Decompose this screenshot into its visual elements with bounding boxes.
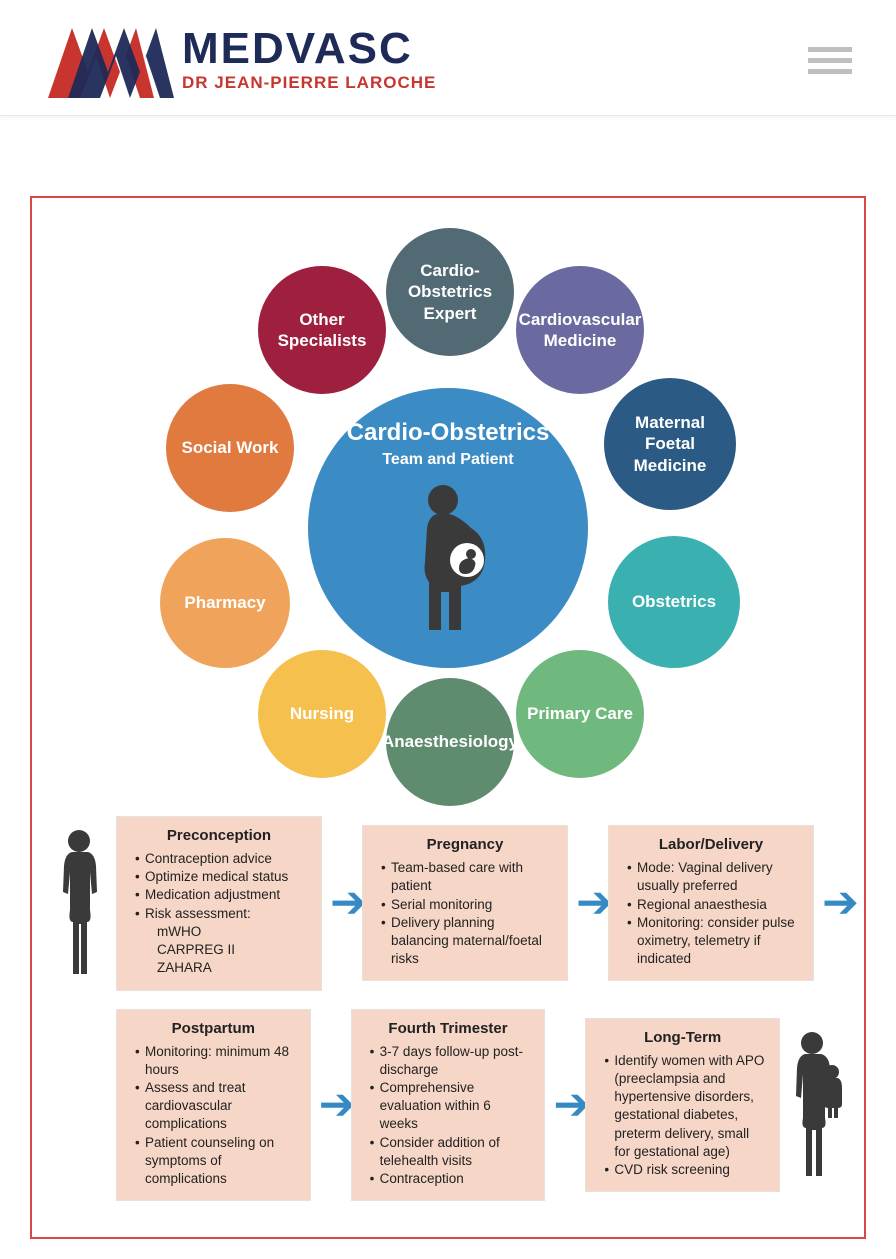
- brand-name: MEDVASC: [182, 27, 436, 71]
- team-circle-cluster: Cardio-Obstetrics Team and Patient: [68, 218, 828, 798]
- arrow-right-icon: ➔: [319, 1083, 343, 1127]
- stage-list: 3-7 days follow-up post-discharge Compre…: [366, 1043, 531, 1189]
- brand-subtitle: DR JEAN-PIERRE LAROCHE: [182, 73, 436, 93]
- stage-list: Monitoring: minimum 48 hours Assess and …: [131, 1043, 296, 1189]
- care-timeline: Preconception Contraception advice Optim…: [50, 816, 846, 1201]
- stage-list: Mode: Vaginal delivery usually preferred…: [623, 859, 799, 968]
- stage-title: Postpartum: [131, 1020, 296, 1037]
- hamburger-line-icon: [808, 69, 852, 74]
- diagram-frame: Cardio-Obstetrics Team and Patient: [30, 196, 866, 1239]
- page-header: MEDVASC DR JEAN-PIERRE LAROCHE: [0, 0, 896, 116]
- arrow-right-icon: ➔: [330, 881, 354, 925]
- logo[interactable]: MEDVASC DR JEAN-PIERRE LAROCHE: [48, 20, 436, 100]
- pregnant-woman-icon: [347, 482, 550, 638]
- arrow-right-icon: ➔: [553, 1083, 577, 1127]
- stage-list: Team-based care with patient Serial moni…: [377, 859, 553, 968]
- timeline-row: Preconception Contraception advice Optim…: [50, 816, 846, 991]
- stage-title: Long-Term: [600, 1029, 765, 1046]
- stage-title: Labor/Delivery: [623, 836, 799, 853]
- stage-box-postpartum: Postpartum Monitoring: minimum 48 hours …: [116, 1009, 311, 1202]
- stage-box-pregnancy: Pregnancy Team-based care with patient S…: [362, 825, 568, 981]
- specialist-circle: Cardio-Obstetrics Expert: [386, 228, 514, 356]
- specialist-circle: Obstetrics: [608, 536, 740, 668]
- stage-list: Contraception advice Optimize medical st…: [131, 850, 307, 978]
- stage-list: Identify women with APO (preeclampsia an…: [600, 1052, 765, 1180]
- specialist-circle: Social Work: [166, 384, 294, 512]
- timeline-row: Postpartum Monitoring: minimum 48 hours …: [50, 1009, 846, 1202]
- stage-box-fourth-trimester: Fourth Trimester 3-7 days follow-up post…: [351, 1009, 546, 1202]
- mother-child-icon: [788, 1030, 846, 1180]
- menu-button[interactable]: [808, 47, 856, 74]
- hamburger-line-icon: [808, 58, 852, 63]
- woman-standing-icon: [50, 828, 108, 978]
- specialist-circle: Anaesthesiology: [386, 678, 514, 806]
- specialist-circle: Other Specialists: [258, 266, 386, 394]
- stage-title: Preconception: [131, 827, 307, 844]
- stage-title: Fourth Trimester: [366, 1020, 531, 1037]
- stage-box-labor: Labor/Delivery Mode: Vaginal delivery us…: [608, 825, 814, 981]
- main-content: Cardio-Obstetrics Team and Patient: [0, 116, 896, 1259]
- specialist-circle: Nursing: [258, 650, 386, 778]
- stage-box-long-term: Long-Term Identify women with APO (preec…: [585, 1018, 780, 1193]
- specialist-circle: Primary Care: [516, 650, 644, 778]
- center-title: Cardio-Obstetrics: [347, 418, 550, 448]
- arrow-right-icon: ➔: [822, 881, 846, 925]
- hamburger-line-icon: [808, 47, 852, 52]
- stage-title: Pregnancy: [377, 836, 553, 853]
- specialist-circle: Pharmacy: [160, 538, 290, 668]
- center-subtitle: Team and Patient: [347, 450, 550, 470]
- logo-mark-icon: [48, 20, 178, 100]
- specialist-circle: Cardiovascular Medicine: [516, 266, 644, 394]
- arrow-right-icon: ➔: [576, 881, 600, 925]
- center-circle: Cardio-Obstetrics Team and Patient: [308, 388, 588, 668]
- stage-box-preconception: Preconception Contraception advice Optim…: [116, 816, 322, 991]
- specialist-circle: Maternal Foetal Medicine: [604, 378, 736, 510]
